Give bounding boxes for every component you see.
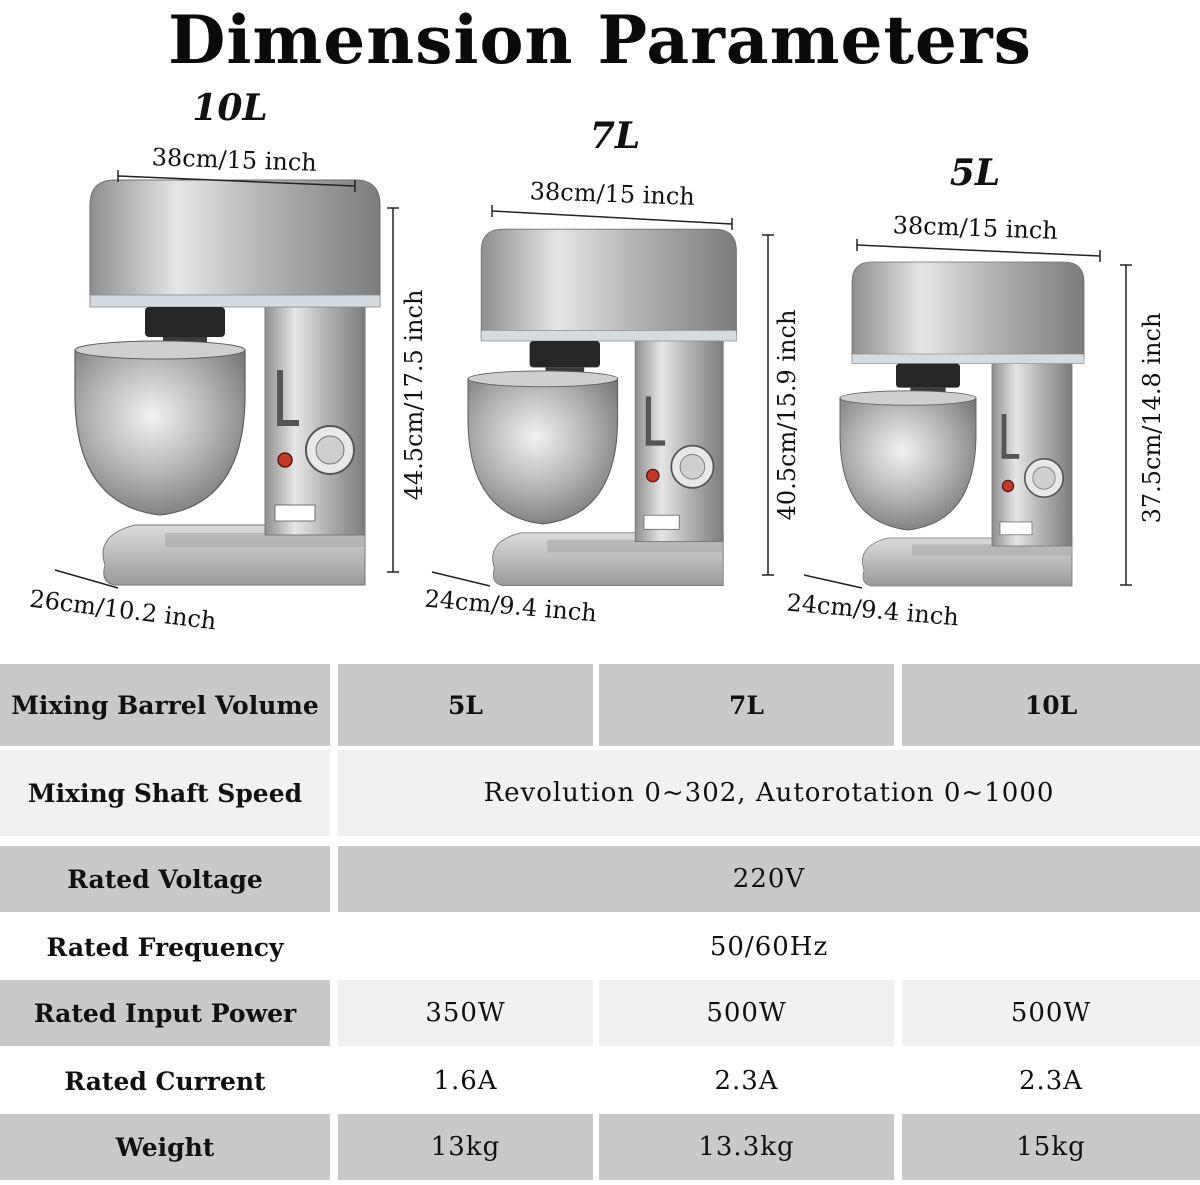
volume-5l: 5L: [338, 664, 593, 746]
power-10l: 500W: [902, 980, 1200, 1046]
table-row-frequency: Rated Frequency 50/60Hz: [0, 916, 1200, 978]
power-7l: 500W: [599, 980, 894, 1046]
power-5l: 350W: [338, 980, 593, 1046]
mixer-10l-label: 10L: [192, 87, 267, 129]
weight-10l: 15kg: [902, 1114, 1200, 1180]
table-row-power: Rated Input Power 350W 500W 500W: [0, 980, 1200, 1046]
width-label-5l: 38cm/15 inch: [892, 211, 1058, 245]
row-label-speed: Mixing Shaft Speed: [0, 750, 330, 836]
weight-7l: 13.3kg: [599, 1114, 894, 1180]
row-label-weight: Weight: [0, 1114, 330, 1180]
mixer-7l-label: 7L: [590, 115, 640, 157]
height-dimension-7l: 40.5cm/15.9 inch: [762, 234, 801, 576]
table-row-current: Rated Current 1.6A 2.3A 2.3A: [0, 1050, 1200, 1112]
height-dimension-5l: 37.5cm/14.8 inch: [1120, 264, 1166, 586]
table-row-speed: Mixing Shaft Speed Revolution 0~302, Aut…: [0, 750, 1200, 836]
row-label-frequency: Rated Frequency: [0, 916, 330, 978]
specification-table: Mixing Barrel Volume 5L 7L 10L Mixing Sh…: [0, 664, 1200, 1182]
height-label-10l: 44.5cm/17.5 inch: [400, 290, 428, 501]
speed-value: Revolution 0~302, Autorotation 0~1000: [338, 750, 1200, 836]
mixer-5l-illustration: [839, 261, 1085, 587]
mixer-dimension-diagram: 10L 7L 5L 38cm/15 inch 38cm/15 inch 38cm…: [28, 87, 1166, 636]
voltage-value: 220V: [338, 846, 1200, 912]
width-dimension-10l: 38cm/15 inch: [117, 143, 356, 192]
width-dimension-5l: 38cm/15 inch: [856, 211, 1101, 262]
height-dimension-10l: 44.5cm/17.5 inch: [387, 207, 428, 573]
row-label-power: Rated Input Power: [0, 980, 330, 1046]
height-label-7l: 40.5cm/15.9 inch: [773, 310, 801, 521]
weight-5l: 13kg: [338, 1114, 593, 1180]
width-label-10l: 38cm/15 inch: [151, 143, 317, 177]
table-row-voltage: Rated Voltage 220V: [0, 846, 1200, 912]
width-dimension-7l: 38cm/15 inch: [491, 177, 733, 230]
current-5l: 1.6A: [338, 1050, 593, 1112]
page-title: Dimension Parameters: [168, 1, 1032, 79]
volume-7l: 7L: [599, 664, 894, 746]
current-7l: 2.3A: [599, 1050, 894, 1112]
mixer-5l-label: 5L: [950, 152, 1000, 194]
frequency-value: 50/60Hz: [338, 916, 1200, 978]
table-row-weight: Weight 13kg 13.3kg 15kg: [0, 1114, 1200, 1180]
table-row-volume: Mixing Barrel Volume 5L 7L 10L: [0, 664, 1200, 746]
width-label-7l: 38cm/15 inch: [529, 177, 695, 211]
row-label-current: Rated Current: [0, 1050, 330, 1112]
current-10l: 2.3A: [902, 1050, 1200, 1112]
row-label-voltage: Rated Voltage: [0, 846, 330, 912]
depth-label-5l: 24cm/9.4 inch: [785, 589, 959, 632]
row-label-volume: Mixing Barrel Volume: [0, 664, 330, 746]
height-label-5l: 37.5cm/14.8 inch: [1138, 313, 1166, 524]
mixer-7l-illustration: [467, 228, 738, 587]
mixer-10l-illustration: [74, 179, 381, 586]
depth-label-10l: 26cm/10.2 inch: [28, 585, 218, 636]
volume-10l: 10L: [902, 664, 1200, 746]
depth-label-7l: 24cm/9.4 inch: [423, 585, 597, 628]
